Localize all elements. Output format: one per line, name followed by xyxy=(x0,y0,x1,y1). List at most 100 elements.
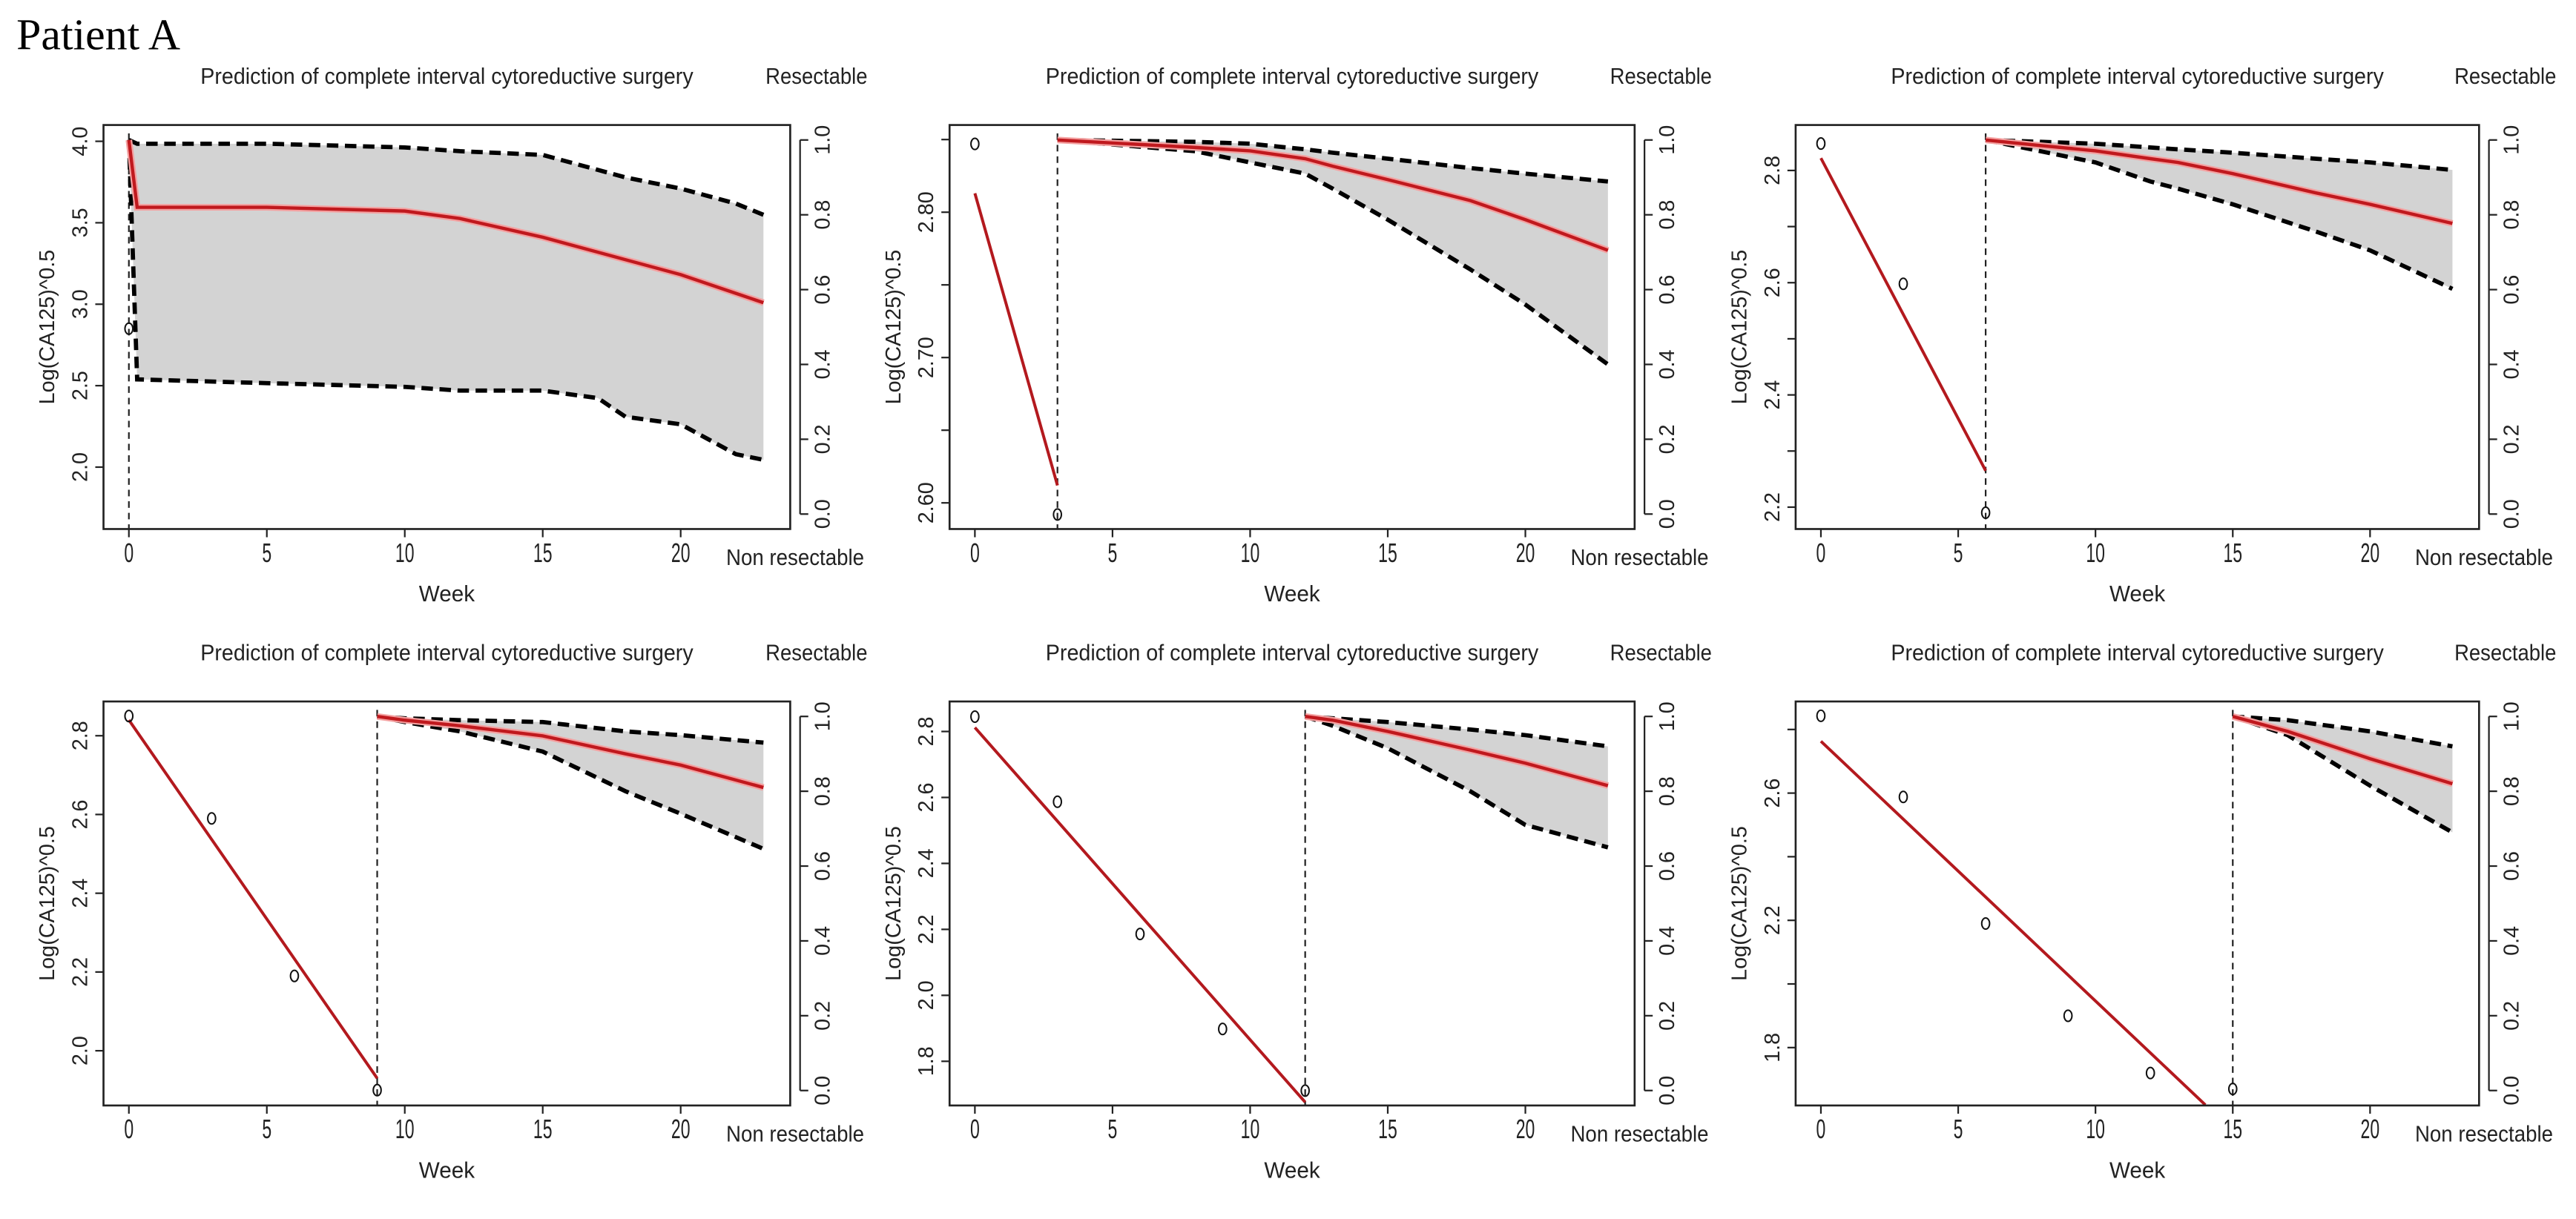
x-tick-label: 15 xyxy=(2223,1115,2242,1144)
chart-panel: 0 5 10 15 20 2.0 2.2 2.4 2.6 2.8 0.0 0.2 0.4 0.6 0.8 1.… xyxy=(36,640,867,1183)
resectable-label: Resectable xyxy=(1610,63,1712,89)
y-right-tick-label: 0.4 xyxy=(2500,349,2523,379)
y-left-tick-label: 2.0 xyxy=(915,980,938,1010)
chart-title: Prediction of complete interval cytoredu… xyxy=(200,63,694,89)
y-right-tick-label: 0.4 xyxy=(1656,926,1679,956)
y-left-tick-label: 2.5 xyxy=(68,371,92,400)
chart-panel: 0 5 10 15 20 2.60 2.70 2.80 0.0 0.2 0.4 0.6 0.8 1.0 Pr… xyxy=(882,63,1712,607)
y-right-tick-label: 0.6 xyxy=(2500,851,2523,881)
chart-title: Prediction of complete interval cytoredu… xyxy=(200,640,694,666)
x-tick-label: 20 xyxy=(2361,1115,2380,1144)
y-right-tick-label: 0.2 xyxy=(811,1001,835,1031)
y-right-tick-label: 0.2 xyxy=(811,424,835,454)
chart-panel: 0 5 10 15 20 1.8 2.2 2.6 0.0 0.2 0.4 0.6 0.8 1.0 Predi… xyxy=(1727,640,2556,1183)
y-right-tick-label: 1.0 xyxy=(1656,701,1679,731)
x-tick-label: 5 xyxy=(262,1115,271,1144)
x-tick-label: 15 xyxy=(2223,539,2242,568)
y-right-tick-label: 0.0 xyxy=(2500,499,2523,529)
chart-title: Prediction of complete interval cytoredu… xyxy=(1891,63,2384,89)
observed-point xyxy=(2063,1009,2073,1023)
median-prediction-line xyxy=(377,715,764,790)
y-left-tick-label: 2.0 xyxy=(68,452,92,482)
y-right-tick-label: 0.0 xyxy=(811,499,835,529)
y-right-tick-label: 0.4 xyxy=(1656,349,1679,379)
observed-point xyxy=(1898,790,1908,804)
x-tick-label: 5 xyxy=(1107,1115,1117,1144)
y-right-tick-label: 0.2 xyxy=(1656,424,1679,454)
y-axis-label: Log(CA125)^0.5 xyxy=(36,250,59,405)
y-right-tick-label: 0.6 xyxy=(1656,851,1679,881)
y-left-tick-label: 2.8 xyxy=(915,717,938,747)
y-left-tick-label: 2.4 xyxy=(1761,380,1785,410)
y-right-tick-label: 0.8 xyxy=(811,200,835,230)
y-left-tick-label: 2.4 xyxy=(68,879,92,908)
y-right-tick-label: 0.2 xyxy=(2500,424,2523,454)
x-tick-label: 0 xyxy=(970,1115,980,1144)
y-axis-label: Log(CA125)^0.5 xyxy=(36,826,59,981)
y-left-tick-label: 3.5 xyxy=(68,208,92,237)
x-tick-label: 10 xyxy=(2086,539,2105,568)
y-left-tick-label: 2.8 xyxy=(1761,156,1785,185)
x-tick-label: 0 xyxy=(1816,539,1826,568)
prediction-interval-band xyxy=(128,139,764,460)
observed-point xyxy=(289,969,300,982)
x-tick-label: 15 xyxy=(1378,1115,1397,1144)
resectable-label: Resectable xyxy=(1610,640,1712,666)
chart-panel: 0 5 10 15 20 2.2 2.4 2.6 2.8 0.0 0.2 0.4 0.6 0.8 1.0 Pr… xyxy=(1727,63,2556,607)
x-tick-label: 20 xyxy=(671,1115,691,1144)
observed-point xyxy=(207,812,217,825)
median-prediction-line xyxy=(1305,715,1609,787)
observed-point xyxy=(1135,928,1145,941)
y-right-tick-label: 0.0 xyxy=(1656,1076,1679,1106)
upper-bound-line xyxy=(128,138,765,217)
y-right-tick-label: 0.2 xyxy=(1656,1001,1679,1031)
x-tick-label: 20 xyxy=(1516,1115,1535,1144)
y-right-tick-label: 0.8 xyxy=(2500,200,2523,230)
y-right-tick-label: 0.8 xyxy=(1656,200,1679,230)
non-resectable-label: Non resectable xyxy=(2415,544,2553,570)
resectable-label: Resectable xyxy=(765,63,867,89)
x-tick-label: 5 xyxy=(1954,1115,1963,1144)
x-tick-label: 10 xyxy=(1241,1115,1260,1144)
non-resectable-label: Non resectable xyxy=(1570,544,1708,570)
plot-frame xyxy=(948,700,1636,1107)
observed-point xyxy=(1300,1084,1310,1097)
prediction-interval-band xyxy=(1986,139,2453,289)
observed-point xyxy=(1816,137,1826,151)
y-right-tick-label: 1.0 xyxy=(811,701,835,731)
x-tick-label: 15 xyxy=(1378,539,1397,568)
y-right-tick-label: 0.2 xyxy=(2500,1001,2523,1031)
y-right-tick-label: 0.6 xyxy=(811,851,835,881)
y-left-tick-label: 1.8 xyxy=(915,1046,938,1076)
median-prediction-line xyxy=(1057,138,1609,252)
observed-point xyxy=(1053,508,1063,521)
y-axis-label: Log(CA125)^0.5 xyxy=(1727,826,1751,981)
y-right-tick-label: 0.0 xyxy=(1656,499,1679,529)
y-right-tick-label: 0.4 xyxy=(811,349,835,379)
x-axis-label: Week xyxy=(1264,1157,1320,1183)
fitted-trend-line xyxy=(973,193,1059,486)
y-left-tick-label: 1.8 xyxy=(1761,1033,1785,1063)
lower-bound-line xyxy=(1985,137,2454,291)
y-right-tick-label: 0.6 xyxy=(811,275,835,305)
y-left-tick-label: 2.6 xyxy=(1761,779,1785,808)
y-right-tick-label: 0.8 xyxy=(2500,776,2523,806)
x-tick-label: 10 xyxy=(395,1115,415,1144)
y-left-tick-label: 2.0 xyxy=(68,1036,92,1066)
y-right-tick-label: 0.0 xyxy=(811,1076,835,1106)
observed-point xyxy=(2227,1083,2238,1096)
y-right-tick-label: 1.0 xyxy=(1656,125,1679,155)
y-axis-label: Log(CA125)^0.5 xyxy=(882,826,906,981)
prediction-interval-band xyxy=(377,716,764,849)
y-left-tick-label: 2.2 xyxy=(68,957,92,987)
non-resectable-label: Non resectable xyxy=(2415,1121,2553,1147)
resectable-label: Resectable xyxy=(765,640,867,666)
y-left-tick-label: 3.0 xyxy=(68,289,92,319)
x-tick-label: 15 xyxy=(533,539,553,568)
plot-frame xyxy=(1794,124,2480,530)
y-left-tick-label: 2.6 xyxy=(68,799,92,829)
x-tick-label: 10 xyxy=(1241,539,1260,568)
x-tick-label: 0 xyxy=(124,539,134,568)
non-resectable-label: Non resectable xyxy=(726,544,864,570)
